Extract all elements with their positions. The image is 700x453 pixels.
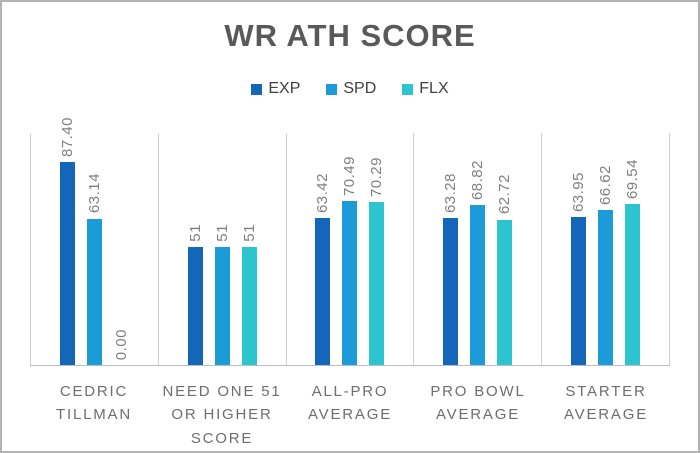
category-group: 87.40 63.14 0.00 <box>30 117 158 365</box>
bar-exp <box>315 217 331 365</box>
bar-value-label: 62.72 <box>496 174 514 215</box>
bar-slot: 0.00 <box>112 133 130 365</box>
bar-slot: 51 <box>186 133 204 365</box>
legend-swatch-icon <box>402 83 414 95</box>
bar-slot: 63.28 <box>442 133 460 365</box>
bar-value-label: 68.82 <box>469 160 487 201</box>
bar-spd <box>470 205 486 365</box>
bar-exp <box>443 218 459 365</box>
bar-exp <box>59 162 75 365</box>
bar-value-label: 63.42 <box>314 172 332 213</box>
bar-flx <box>241 246 257 365</box>
category-label: NEED ONE 51 OR HIGHER SCORE <box>162 383 282 447</box>
category-group: 51 51 51 <box>157 133 286 365</box>
bar-value-label: 63.28 <box>442 173 460 214</box>
legend-label: EXP <box>268 80 301 97</box>
bar-slot: 70.29 <box>368 133 386 365</box>
category-label: CEDRIC TILLMAN <box>56 383 132 424</box>
bar-slot: 63.42 <box>314 133 332 365</box>
category-group: 63.28 68.82 62.72 <box>413 133 541 365</box>
category-group: 63.95 66.62 69.54 <box>541 133 670 365</box>
legend-item-flx: FLX <box>402 80 449 98</box>
legend-swatch-icon <box>251 83 263 95</box>
bar-exp <box>571 216 587 365</box>
bar-flx <box>497 219 513 365</box>
category-axis-labels: CEDRIC TILLMAN NEED ONE 51 OR HIGHER SCOR… <box>30 380 670 450</box>
bar-slot: 87.40 <box>59 117 76 365</box>
bar-value-label: 63.95 <box>570 171 588 212</box>
bar-value-label: 69.54 <box>624 158 642 199</box>
bar-value-label: 0.00 <box>112 328 130 360</box>
bar-value-label: 51 <box>186 224 204 242</box>
category-label: PRO BOWL AVERAGE <box>430 383 526 424</box>
bar-slot: 62.72 <box>496 133 514 365</box>
bar-exp <box>187 246 203 365</box>
legend-label: SPD <box>343 80 377 97</box>
bar-spd <box>86 218 102 365</box>
bar-slot: 51 <box>213 133 231 365</box>
bar-value-label: 70.49 <box>341 156 359 197</box>
bar-slot: 69.54 <box>624 133 642 365</box>
bar-flx <box>625 203 641 365</box>
bar-slot: 63.14 <box>85 133 103 365</box>
chart-legend: EXP SPD FLX <box>2 80 698 98</box>
legend-item-exp: EXP <box>251 80 300 98</box>
bar-slot: 68.82 <box>469 133 487 365</box>
bar-slot: 70.49 <box>341 133 359 365</box>
category-group: 63.42 70.49 70.29 <box>285 133 414 365</box>
bar-spd <box>214 246 230 365</box>
legend-swatch-icon <box>326 83 338 95</box>
bar-flx <box>369 201 385 365</box>
category-label: STARTER AVERAGE <box>563 383 648 424</box>
legend-item-spd: SPD <box>326 80 376 98</box>
chart-title: WR ATH SCORE <box>224 18 476 53</box>
bar-value-label: 63.14 <box>85 173 103 214</box>
bar-slot: 51 <box>240 133 258 365</box>
bar-value-label: 51 <box>213 224 231 242</box>
bar-value-label: 87.40 <box>58 117 76 158</box>
legend-label: FLX <box>419 80 449 97</box>
bar-value-label: 70.29 <box>368 156 386 197</box>
category-label: ALL-PRO AVERAGE <box>307 383 392 424</box>
bar-value-label: 51 <box>240 224 258 242</box>
bar-slot: 63.95 <box>570 133 588 365</box>
plot-area: 87.40 63.14 0.00 51 51 51 63.42 70.49 70.29 63.28… <box>30 117 670 366</box>
bar-spd <box>342 201 358 365</box>
bar-value-label: 66.62 <box>597 165 615 206</box>
bar-spd <box>598 210 614 365</box>
bar-slot: 66.62 <box>597 133 615 365</box>
